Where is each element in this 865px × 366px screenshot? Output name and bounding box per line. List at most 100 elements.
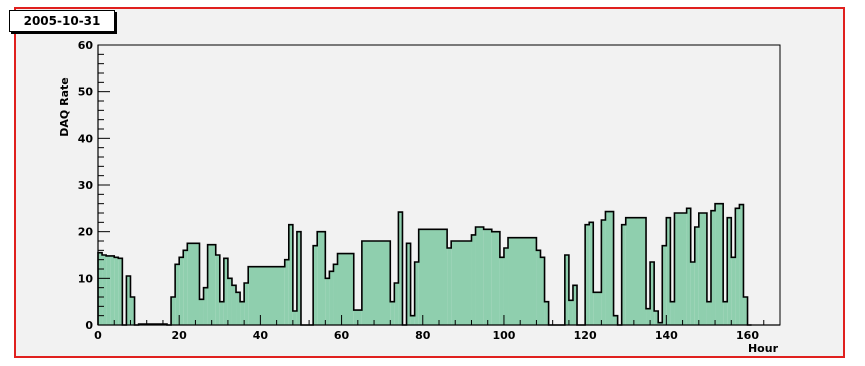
histogram-bin	[694, 227, 699, 325]
x-tick-label: 20	[172, 329, 188, 342]
y-tick-label: 10	[78, 272, 94, 285]
histogram-bin	[248, 266, 285, 325]
histogram-bin	[491, 231, 500, 325]
histogram-bin	[418, 229, 448, 325]
x-tick-label: 60	[334, 329, 350, 342]
histogram-bin	[471, 234, 476, 325]
histogram-bin	[114, 257, 119, 325]
histogram-bin	[284, 259, 289, 325]
histogram-bin	[674, 213, 687, 325]
x-tick-label: 80	[415, 329, 431, 342]
histogram-bin	[731, 257, 736, 325]
y-tick-label: 50	[78, 86, 94, 99]
histogram-bin	[325, 278, 330, 325]
histogram-bin	[333, 264, 338, 325]
histogram-bin	[706, 301, 711, 325]
histogram-bin	[207, 244, 216, 325]
histogram-bin	[313, 245, 318, 325]
histogram-bin	[544, 301, 549, 325]
histogram-bin	[589, 222, 594, 325]
histogram-bin	[183, 250, 188, 325]
histogram-bin	[175, 264, 180, 325]
y-tick-label: 40	[78, 132, 94, 145]
histogram-bin	[98, 252, 103, 325]
histogram-bin	[130, 297, 135, 325]
histogram-bin	[475, 227, 484, 325]
histogram-bin	[650, 262, 655, 325]
histogram-bin	[292, 311, 297, 325]
histogram-bin	[110, 255, 115, 325]
histogram-bin	[126, 276, 131, 325]
histogram-bin	[337, 253, 354, 325]
histogram-bin	[690, 262, 695, 325]
histogram-bin	[329, 271, 334, 325]
chart-title: 2005-10-31	[9, 10, 115, 32]
histogram-bin	[447, 248, 452, 325]
y-tick-label: 0	[85, 319, 93, 332]
histogram-bin	[240, 301, 245, 325]
histogram-bin	[585, 224, 590, 325]
histogram-bin	[593, 292, 602, 325]
histogram-bin	[410, 315, 415, 325]
x-tick-label: 100	[492, 329, 515, 342]
x-tick-label: 160	[736, 329, 759, 342]
histogram-bin	[658, 322, 663, 325]
histogram-bin	[223, 258, 228, 325]
histogram-bin	[601, 220, 606, 325]
histogram-bin	[215, 255, 220, 325]
histogram-bin	[236, 292, 241, 325]
histogram-bin	[499, 257, 504, 325]
histogram-bin	[483, 229, 492, 325]
histogram-bin	[646, 308, 651, 325]
histogram-bin	[686, 208, 691, 325]
histogram-bin	[171, 297, 176, 325]
histogram-bin	[625, 217, 647, 325]
histogram-bin	[219, 301, 224, 325]
histogram-bin	[727, 217, 732, 325]
histogram-bin	[361, 241, 391, 325]
histogram-bin	[621, 224, 626, 325]
x-tick-label: 140	[655, 329, 678, 342]
histogram-bin	[568, 300, 573, 325]
histogram-outline	[97, 202, 752, 326]
histogram-bin	[508, 237, 537, 325]
histogram-bin	[564, 255, 569, 325]
plot-area	[97, 44, 781, 326]
y-tick-label: 30	[78, 179, 94, 192]
histogram-bin	[118, 258, 123, 325]
histogram-bin	[353, 310, 362, 325]
histogram-bin	[536, 250, 541, 325]
histogram-bin	[199, 299, 204, 325]
histogram-bin	[203, 287, 208, 325]
histogram-bin	[715, 203, 724, 325]
axes: 0 10 20 30 40 50 60 0 20 40 60 80 100 120 140 160	[78, 39, 781, 342]
histogram-bin	[613, 315, 618, 325]
histogram-bin	[605, 211, 614, 325]
histogram-bin	[451, 241, 472, 325]
histogram-bin	[102, 255, 107, 325]
histogram-bin	[394, 283, 399, 325]
histogram-bin	[288, 224, 293, 325]
histogram-bin	[735, 208, 740, 325]
histogram-bin	[698, 213, 707, 325]
y-axis-title: DAQ Rate	[58, 77, 71, 136]
histogram-bin	[390, 301, 395, 325]
x-tick-label: 40	[253, 329, 269, 342]
histogram-bin	[572, 285, 578, 325]
histogram-bin	[503, 248, 509, 325]
x-tick-label: 120	[574, 329, 597, 342]
histogram-bin	[666, 217, 671, 325]
histogram-bin	[654, 311, 659, 325]
histogram-bin	[406, 243, 411, 325]
histogram-bin	[414, 262, 419, 325]
histogram-bin	[187, 243, 200, 325]
histogram-bin	[398, 212, 403, 325]
histogram-bin	[710, 210, 716, 325]
histogram-bin	[739, 204, 744, 325]
histogram-bin	[743, 297, 748, 325]
histogram-bin	[317, 231, 326, 325]
y-tick-label: 20	[78, 226, 94, 239]
histogram-bin	[670, 301, 675, 325]
x-tick-label: 0	[94, 329, 102, 342]
